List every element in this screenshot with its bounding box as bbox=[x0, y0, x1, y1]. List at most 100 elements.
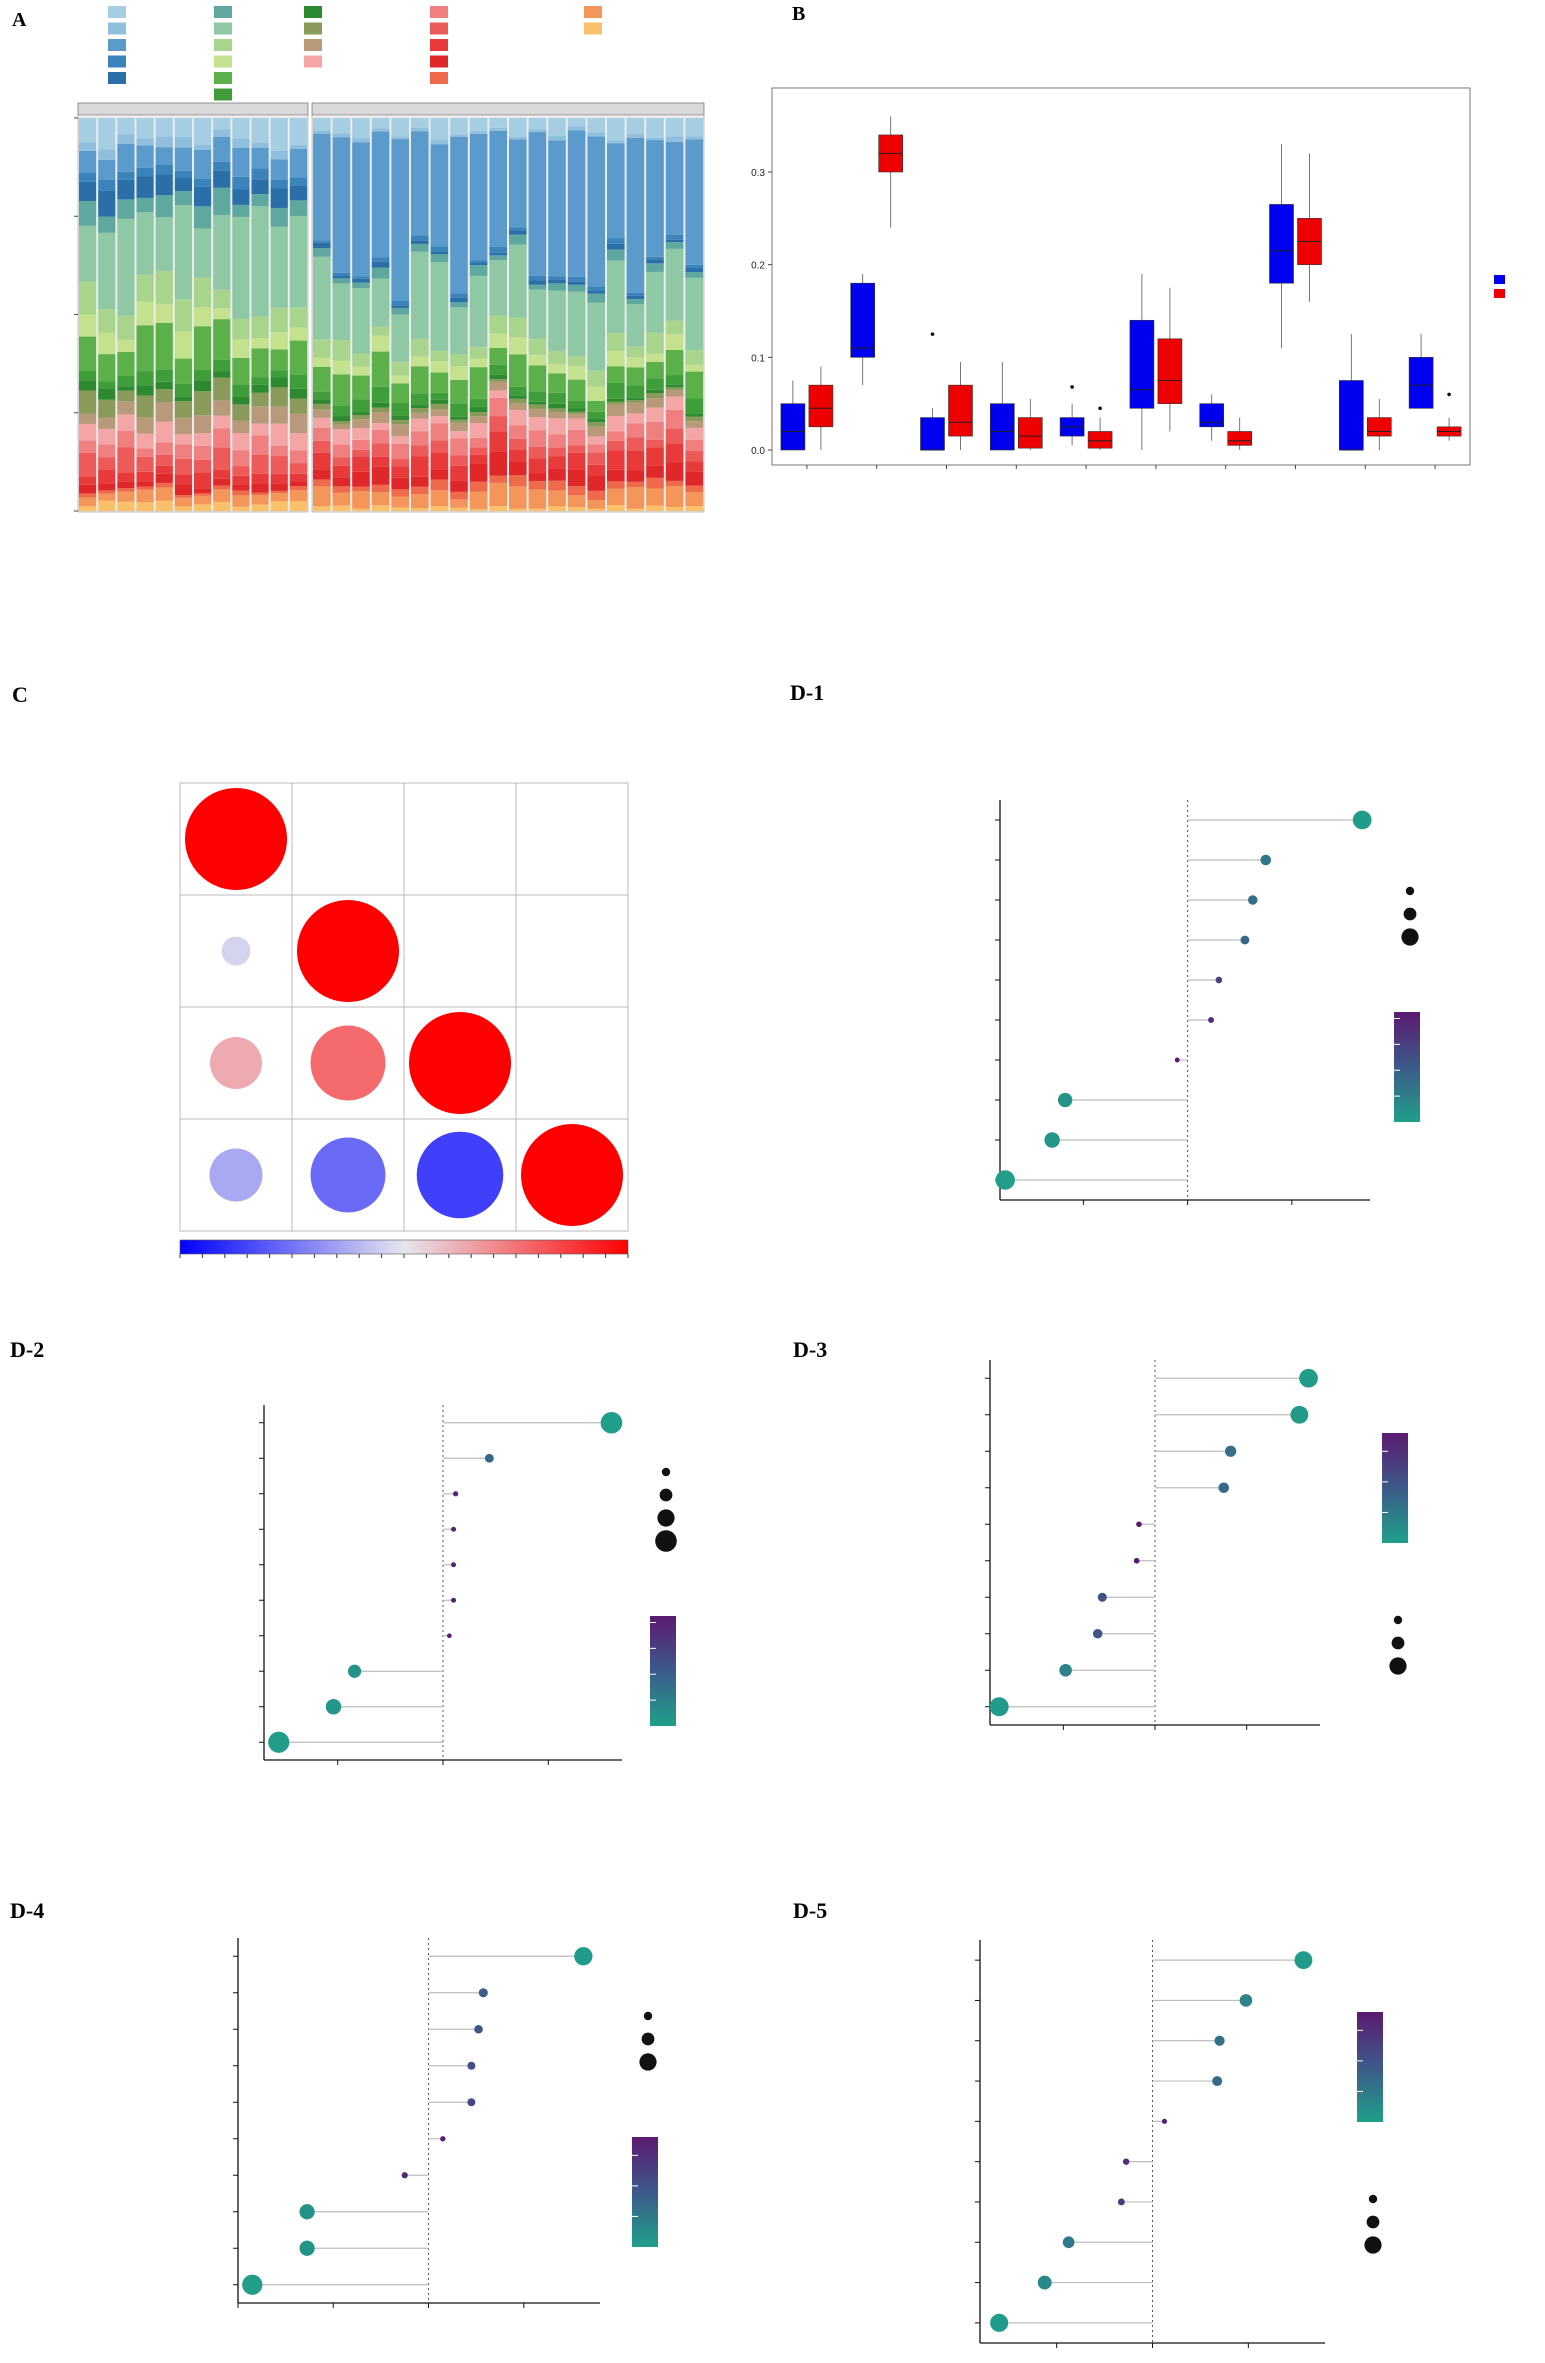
stack-segment-t-cell-cd4-memory-resting bbox=[194, 459, 212, 473]
stack-segment-mast-cell-resting bbox=[98, 332, 116, 355]
lollipop-dot-nk-cells-resting bbox=[1224, 1445, 1237, 1457]
lollipop-dot-plasma-cells bbox=[989, 1697, 1009, 1717]
size-legend-dot bbox=[643, 2011, 653, 2021]
stack-segment-t-cell-follicular-helper bbox=[489, 475, 507, 483]
stack-segment-nk-cell-activated bbox=[213, 400, 231, 416]
stack-segment-myeloid-dendritic-cell-activated bbox=[98, 381, 116, 389]
stack-segment-macrophage-m0 bbox=[450, 297, 468, 303]
stack-segment-mast-cell-activated bbox=[289, 307, 307, 328]
stack-segment-t-cell-follicular-helper bbox=[665, 480, 684, 487]
stack-segment-myeloid-dendritic-cell-activated bbox=[332, 405, 351, 417]
stack-segment-myeloid-dendritic-cell-resting bbox=[469, 407, 488, 413]
stack-segment-mast-cell-resting bbox=[136, 301, 154, 326]
stack-segment-mast-cell-resting bbox=[626, 357, 645, 368]
stack-segment-b-cell-naive bbox=[509, 136, 527, 140]
stack-segment-b-cell-naive bbox=[646, 137, 664, 141]
stack-segment-monocyte bbox=[98, 354, 116, 382]
stack-segment-t-cell-cd4-memory-activated bbox=[155, 442, 173, 455]
box-hbv-b-cells-memory bbox=[808, 384, 834, 428]
panel-label-d1: D-1 bbox=[790, 680, 824, 705]
stack-segment-myeloid-dendritic-cell-activated bbox=[174, 383, 192, 397]
stack-segment-mast-cell-activated bbox=[626, 346, 645, 358]
stack-segment-macrophage-m1 bbox=[685, 272, 703, 278]
stack-segment-myeloid-dendritic-cell-activated bbox=[430, 392, 449, 400]
facet-panel-control bbox=[77, 114, 309, 513]
legend-swatch-mast-cell-resting bbox=[214, 55, 232, 68]
stack-segment-macrophage-m2 bbox=[607, 260, 625, 334]
stack-segment-t-cell-gamma-delta bbox=[646, 488, 664, 506]
stack-segment-t-cell-regulatory-tregs bbox=[411, 508, 429, 511]
stack-segment-neutrophil bbox=[136, 395, 154, 418]
stack-segment-t-cell-follicular-helper bbox=[136, 486, 154, 490]
stack-segment-b-cell-plasma bbox=[411, 131, 429, 236]
stack-segment-b-cell-plasma bbox=[98, 159, 116, 180]
stack-segment-macrophage-m1 bbox=[607, 249, 625, 261]
stack-segment-mast-cell-resting bbox=[587, 386, 605, 401]
stack-segment-myeloid-dendritic-cell-activated bbox=[587, 411, 605, 419]
stack-segment-nk-cell-resting bbox=[548, 418, 566, 435]
stack-segment-b-cell-plasma bbox=[469, 133, 488, 261]
stack-segment-b-cell-memory bbox=[174, 118, 192, 137]
lollipop-dot-mast-cells-resting bbox=[1215, 976, 1223, 984]
stack-segment-neutrophil bbox=[289, 398, 307, 414]
y-tick-label: 0.1 bbox=[751, 353, 765, 364]
stack-segment-myeloid-dendritic-cell-resting bbox=[587, 418, 605, 423]
stack-segment-macrophage-m2 bbox=[567, 291, 586, 357]
stack-segment-myeloid-dendritic-cell-resting bbox=[98, 388, 116, 400]
stack-segment-macrophage-m1 bbox=[489, 255, 507, 261]
stack-segment-myeloid-dendritic-cell-activated bbox=[665, 375, 684, 385]
lollipop-dot-nk-cells-resting bbox=[446, 1633, 452, 1639]
stack-segment-b-cell-plasma bbox=[194, 149, 212, 179]
stack-segment-t-cell-cd4-memory-activated bbox=[567, 429, 586, 446]
lollipop-dot-macrophages-m2 bbox=[1161, 2118, 1168, 2124]
stack-segment-mast-cell-activated bbox=[174, 299, 192, 332]
stack-segment-t-cell-cd4-memory-resting bbox=[371, 443, 390, 457]
stack-segment-eosinophil bbox=[289, 177, 307, 186]
stack-segment-t-cell-cd8 bbox=[607, 469, 625, 482]
stack-segment-macrophage-m0 bbox=[626, 295, 645, 300]
stack-segment-t-cell-regulatory-tregs bbox=[251, 504, 269, 511]
stack-segment-t-cell-cd4-memory-activated bbox=[646, 422, 664, 440]
stack-segment-mast-cell-resting bbox=[79, 314, 97, 337]
stack-segment-nk-cell-resting bbox=[430, 416, 449, 424]
stack-segment-t-cell-gamma-delta bbox=[136, 489, 154, 503]
stack-segment-t-cell-cd8 bbox=[371, 466, 390, 485]
lollipop-dot-nk-cells-resting bbox=[1174, 1057, 1180, 1063]
stack-segment-t-cell-regulatory-tregs bbox=[469, 508, 488, 511]
stack-segment-b-cell-naive bbox=[548, 135, 566, 141]
stack-segment-monocyte bbox=[270, 349, 288, 371]
stack-segment-macrophage-m2 bbox=[450, 307, 468, 355]
stack-segment-nk-cell-resting bbox=[117, 414, 135, 432]
lollipop-dot-mast-cells-resting bbox=[450, 1597, 457, 1603]
legend-swatch-nk-cell-activated bbox=[304, 39, 322, 51]
lollipop-dot-nk-cells-activated bbox=[299, 2240, 315, 2256]
stack-segment-t-cell-follicular-helper bbox=[332, 486, 351, 493]
stack-segment-macrophage-m0 bbox=[371, 261, 390, 268]
lollipop-dot-neutrophils bbox=[268, 1731, 290, 1753]
stack-segment-nk-cell-activated bbox=[509, 403, 527, 410]
legend-swatch-macrophage-m0 bbox=[108, 72, 126, 84]
stack-segment-eosinophil bbox=[411, 235, 429, 241]
stack-segment-t-cell-cd4-memory-resting bbox=[528, 446, 547, 459]
stack-segment-eosinophil bbox=[313, 240, 331, 243]
stack-segment-b-cell-memory bbox=[646, 118, 664, 138]
stack-segment-mast-cell-activated bbox=[213, 289, 231, 309]
stack-segment-t-cell-gamma-delta bbox=[430, 490, 449, 507]
stack-segment-macrophage-m2 bbox=[251, 206, 269, 317]
stack-segment-nk-cell-activated bbox=[646, 398, 664, 408]
stack-segment-t-cell-cd4-memory-activated bbox=[607, 431, 625, 441]
stack-segment-monocyte bbox=[665, 349, 684, 376]
stack-segment-neutrophil bbox=[251, 392, 269, 407]
stack-segment-b-cell-memory bbox=[469, 118, 488, 132]
stack-segment-t-cell-gamma-delta bbox=[567, 495, 586, 508]
color-legend-bar bbox=[1394, 1012, 1420, 1122]
stack-segment-t-cell-regulatory-tregs bbox=[117, 501, 135, 511]
y-tick-label: 0.2 bbox=[751, 261, 765, 272]
stack-segment-t-cell-cd4-memory-resting bbox=[391, 458, 409, 467]
stack-segment-t-cell-cd4-naive bbox=[567, 452, 586, 470]
stack-segment-mast-cell-activated bbox=[391, 361, 409, 376]
stack-segment-b-cell-naive bbox=[411, 127, 429, 132]
stack-segment-b-cell-plasma bbox=[352, 142, 370, 277]
stack-segment-b-cell-naive bbox=[213, 129, 231, 137]
stack-segment-t-cell-cd4-memory-resting bbox=[430, 440, 449, 453]
